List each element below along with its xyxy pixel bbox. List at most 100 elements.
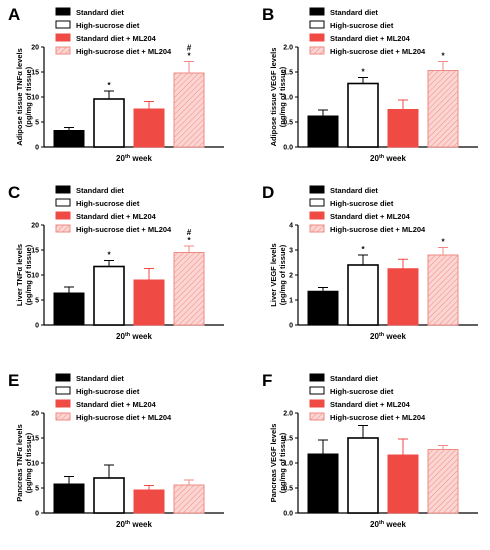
legend-label: Standard diet <box>76 186 124 195</box>
y-tick-label: 15 <box>31 248 39 255</box>
bar <box>427 449 459 514</box>
y-axis-label: Liver VEGF levels <box>269 243 278 306</box>
y-tick-label: 20 <box>31 411 39 418</box>
bar <box>133 108 165 148</box>
legend-swatch <box>55 33 71 42</box>
legend-label: High-sucrose diet + ML204 <box>76 225 172 234</box>
y-tick-label: 15 <box>31 436 39 443</box>
legend-swatch <box>309 399 325 408</box>
bar <box>173 484 205 514</box>
bar <box>93 265 125 326</box>
y-tick-label: 5 <box>35 298 39 305</box>
y-tick-label: 5 <box>35 486 39 493</box>
legend-label: High-sucrose diet + ML204 <box>330 225 426 234</box>
y-tick-label: 1.5 <box>283 436 293 443</box>
bar <box>387 268 419 326</box>
legend-label: Standard diet + ML204 <box>76 400 157 409</box>
legend-swatch <box>55 386 71 395</box>
y-tick-label: 15 <box>31 70 39 77</box>
panel-a: A Standard diet High-sucrose diet Standard … <box>8 5 224 163</box>
x-axis-label: 20th week <box>116 520 152 529</box>
legend-swatch <box>55 20 71 29</box>
y-axis-label: (pg/mg of tissue) <box>278 66 287 127</box>
legend-label: Standard diet <box>330 186 378 195</box>
bar <box>133 279 165 326</box>
bar <box>93 98 125 148</box>
panel-f: F Standard diet High-sucrose diet Standard … <box>262 371 478 529</box>
bar <box>93 477 125 514</box>
bar <box>347 437 379 514</box>
panel-letter: A <box>8 5 20 24</box>
y-axis-label: Adipose tissue VEGF levels <box>269 48 278 147</box>
y-axis-label: Pancreas TNFα levels <box>15 424 24 502</box>
x-axis-label: 20th week <box>116 332 152 341</box>
y-tick-label: 0 <box>289 323 293 330</box>
legend-swatch <box>309 46 325 55</box>
y-tick-label: 20 <box>31 223 39 230</box>
legend-swatch <box>309 7 325 16</box>
y-tick-label: 10 <box>31 273 39 280</box>
bar <box>53 483 85 514</box>
y-tick-label: 0.0 <box>283 145 293 152</box>
y-axis-label: (pg/mg of tissue) <box>24 432 33 493</box>
y-axis-label: (pg/mg of tissue) <box>278 244 287 305</box>
significance-mark: # <box>187 44 192 53</box>
panel-d: D Standard diet High-sucrose diet Standard … <box>262 183 478 341</box>
y-axis-label: Liver TNFα levels <box>15 244 24 306</box>
y-tick-label: 1.0 <box>283 95 293 102</box>
significance-mark: * <box>107 251 111 260</box>
legend-label: Standard diet + ML204 <box>330 212 411 221</box>
y-tick-label: 0.5 <box>283 120 293 127</box>
bar <box>347 264 379 326</box>
bar <box>427 254 459 326</box>
bar <box>347 82 379 148</box>
bar <box>307 115 339 148</box>
x-axis-label: 20th week <box>116 154 152 163</box>
y-tick-label: 1.5 <box>283 70 293 77</box>
legend-label: High-sucrose diet <box>330 21 394 30</box>
legend-label: High-sucrose diet + ML204 <box>76 47 172 56</box>
legend-swatch <box>309 373 325 382</box>
y-tick-label: 3 <box>289 248 293 255</box>
y-tick-label: 2 <box>289 273 293 280</box>
bar <box>173 252 205 326</box>
bar <box>53 292 85 326</box>
legend-label: Standard diet + ML204 <box>76 212 157 221</box>
legend-label: High-sucrose diet <box>76 199 140 208</box>
panel-c: C Standard diet High-sucrose diet Standard … <box>8 183 224 341</box>
panel-letter: E <box>8 371 19 390</box>
legend-label: Standard diet + ML204 <box>76 34 157 43</box>
legend-swatch <box>309 412 325 421</box>
legend-swatch <box>55 224 71 233</box>
y-tick-label: 0 <box>35 145 39 152</box>
y-tick-label: 10 <box>31 95 39 102</box>
y-tick-label: 2.0 <box>283 411 293 418</box>
significance-mark: * <box>361 68 365 77</box>
legend-label: Standard diet <box>330 374 378 383</box>
legend-swatch <box>55 211 71 220</box>
panel-b: B Standard diet High-sucrose diet Standard … <box>262 5 478 163</box>
legend-swatch <box>309 386 325 395</box>
legend-label: Standard diet <box>76 374 124 383</box>
legend-label: High-sucrose diet <box>330 199 394 208</box>
y-tick-label: 1 <box>289 298 293 305</box>
x-axis-label: 20th week <box>370 332 406 341</box>
bar <box>133 489 165 514</box>
legend-swatch <box>309 20 325 29</box>
y-tick-label: 5 <box>35 120 39 127</box>
significance-mark: * <box>441 238 445 247</box>
legend-swatch <box>309 211 325 220</box>
panel-letter: B <box>262 5 274 24</box>
y-tick-label: 0 <box>35 323 39 330</box>
bar <box>427 70 459 148</box>
legend-label: High-sucrose diet + ML204 <box>330 413 426 422</box>
legend-swatch <box>55 373 71 382</box>
y-axis-label: Adipose tissue TNFα levels <box>15 48 24 146</box>
significance-mark: * <box>187 236 191 245</box>
legend-label: High-sucrose diet + ML204 <box>76 413 172 422</box>
significance-mark: * <box>107 81 111 90</box>
y-axis-label: (pg/mg of tissue) <box>24 66 33 127</box>
y-tick-label: 0.5 <box>283 486 293 493</box>
legend-swatch <box>309 224 325 233</box>
legend-label: High-sucrose diet <box>330 387 394 396</box>
